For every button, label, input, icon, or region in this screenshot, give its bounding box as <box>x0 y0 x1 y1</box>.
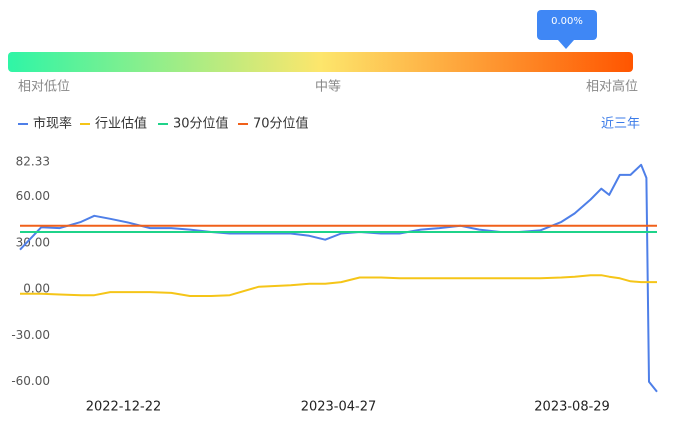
y-tick-label: -60.00 <box>11 374 50 388</box>
legend-label: 70分位值 <box>253 116 309 132</box>
y-tick-label: -30.00 <box>11 328 50 342</box>
range-button[interactable]: 近三年 <box>601 117 640 132</box>
legend-label: 行业估值 <box>95 116 147 132</box>
indicator-label: 0.00% <box>551 16 583 27</box>
x-tick-label: 2022-12-22 <box>86 400 162 415</box>
y-tick-label: 60.00 <box>16 189 50 203</box>
plot: 82.3360.0030.000.00-30.00-60.002022-12-2… <box>11 155 658 415</box>
x-tick-label: 2023-08-29 <box>534 400 610 415</box>
legend: 市现率 行业估值 30分位值 70分位值 <box>18 116 309 132</box>
series-line <box>20 274 657 297</box>
percentile-bar <box>8 52 633 72</box>
indicator-bubble: 0.00% <box>537 10 597 49</box>
y-tick-label: 82.33 <box>16 155 50 169</box>
y-tick-label: 0.00 <box>23 282 50 296</box>
legend-label: 30分位值 <box>173 116 229 132</box>
scale-high: 相对高位 <box>586 79 638 95</box>
series-line <box>19 163 658 393</box>
x-tick-label: 2023-04-27 <box>301 400 377 415</box>
scale-low: 相对低位 <box>18 80 70 95</box>
legend-label: 市现率 <box>33 116 72 132</box>
scale-mid: 中等 <box>315 79 341 95</box>
